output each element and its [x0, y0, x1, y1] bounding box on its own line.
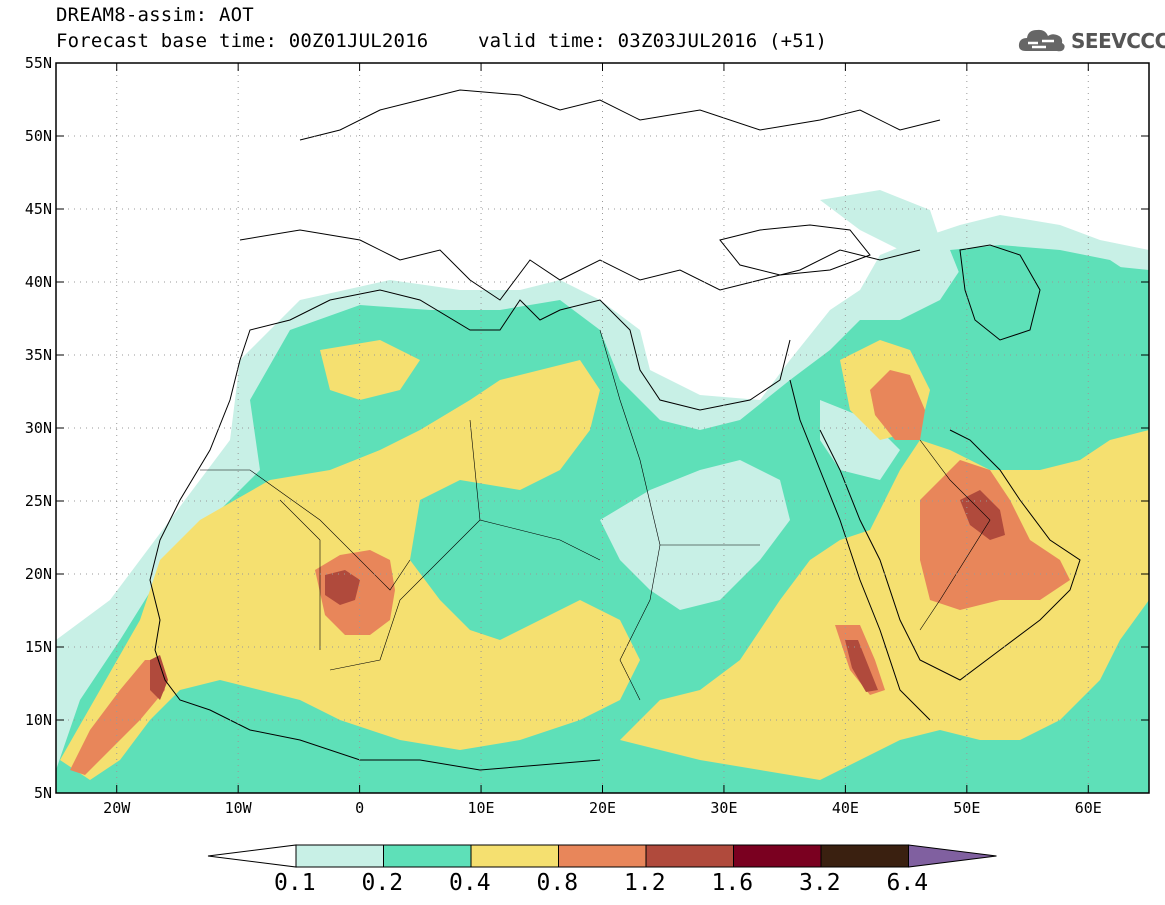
aot-band-0.1-egypt [600, 460, 790, 610]
axis-ticks [56, 62, 1149, 794]
colorbar-below-arrow [207, 844, 297, 868]
colorbar-swatch [558, 844, 647, 868]
lat-tick-label: 15N [25, 638, 52, 656]
seevccc-logo: SEEVCCC [1016, 22, 1165, 58]
border-line [469, 419, 601, 561]
forecast-base-time: Forecast base time: 00Z01JUL2016 [56, 30, 429, 52]
coastline-europe-south [239, 229, 921, 301]
coastlines [149, 89, 1081, 771]
lat-tick-label: 55N [25, 54, 52, 72]
coastline-africa-north [239, 289, 791, 411]
aot-band-0.1-arabia [820, 400, 900, 480]
lon-tick-label: 40E [832, 799, 859, 817]
border-line [279, 499, 321, 650]
latitude-labels: 55N 50N 45N 40N 35N 30N 25N 20N 15N 10N 5N [25, 54, 52, 802]
logo-text: SEEVCCC [1071, 29, 1165, 53]
border-line [619, 544, 661, 701]
aot-band-1.2-senegal [150, 655, 168, 700]
colorbar-swatch [470, 844, 559, 868]
colorbar-swatch [645, 844, 734, 868]
valid-time: valid time: 03Z03JUL2016 (+51) [478, 30, 828, 52]
lon-tick-label: 10W [225, 799, 253, 817]
lat-tick-label: 5N [34, 784, 52, 802]
cloud-icon [1018, 29, 1065, 52]
lat-tick-label: 35N [25, 346, 52, 364]
border-line [599, 329, 760, 546]
lon-tick-label: 50E [953, 799, 980, 817]
aot-band-1.2-gulf [960, 490, 1005, 540]
colorbar-swatch [733, 844, 822, 868]
model-title: DREAM8-assim: AOT [56, 4, 254, 26]
aot-band-0.2-caspian [950, 245, 1140, 340]
colorbar [207, 844, 997, 868]
lat-tick-label: 30N [25, 419, 52, 437]
lat-tick-label: 50N [25, 127, 52, 145]
colorbar-label: 3.2 [799, 870, 841, 896]
coastline-caspian [959, 244, 1041, 341]
graticule [56, 63, 1149, 793]
colorbar-label: 0.4 [449, 870, 491, 896]
lon-tick-label: 20W [103, 799, 131, 817]
lon-tick-label: 10E [468, 799, 495, 817]
colorbar-label: 0.1 [274, 870, 316, 896]
lat-tick-label: 45N [25, 200, 52, 218]
coastline-europe-north [299, 89, 941, 141]
lon-tick-label: 60E [1075, 799, 1102, 817]
border-line [329, 519, 481, 671]
colorbar-label: 6.4 [886, 870, 929, 896]
aot-band-0.8-senegal [70, 660, 165, 775]
colorbar-swatch [820, 844, 909, 868]
coastline-redsea [789, 379, 931, 721]
colorbar-label: 1.2 [624, 870, 666, 896]
aot-band-1.2-mali [325, 570, 360, 605]
lon-tick-label: 0 [355, 799, 364, 817]
country-borders [200, 329, 991, 701]
lat-tick-label: 10N [25, 711, 52, 729]
lat-tick-label: 25N [25, 492, 52, 510]
aot-fill-layers [56, 190, 1149, 793]
aot-band-0.8-iraq [870, 370, 925, 440]
coastline-arabia [819, 429, 1081, 681]
colorbar-label: 0.2 [361, 870, 404, 896]
longitude-labels: 20W 10W 0 10E 20E 30E 40E 50E 60E [103, 799, 1102, 817]
lat-tick-label: 20N [25, 565, 52, 583]
lat-tick-label: 40N [25, 273, 52, 291]
colorbar-swatch [383, 844, 472, 868]
colorbar-label: 1.6 [711, 870, 754, 896]
lon-tick-label: 20E [589, 799, 616, 817]
aot-band-0.1-north [820, 190, 940, 250]
lon-tick-label: 30E [710, 799, 737, 817]
coastline-blacksea [719, 224, 871, 276]
colorbar-label: 0.8 [536, 870, 579, 896]
coastline-africa-west [149, 359, 601, 771]
colorbar-above-arrow [908, 844, 997, 868]
aot-band-1.2-redsea [845, 640, 878, 692]
border-line [919, 439, 991, 631]
colorbar-swatch [295, 844, 384, 868]
border-line [200, 469, 411, 591]
